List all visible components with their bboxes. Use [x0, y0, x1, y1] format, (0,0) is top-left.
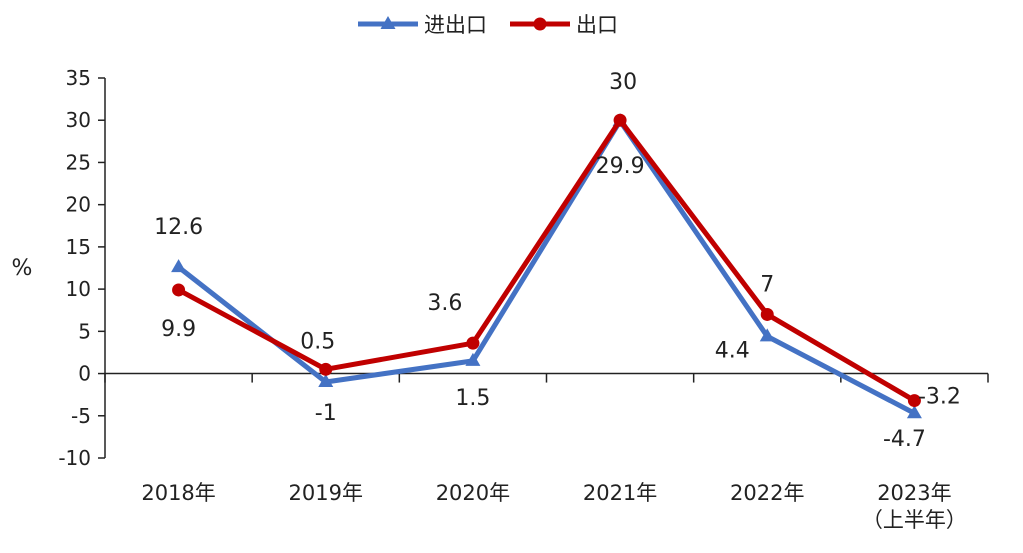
legend: 进出口 出口 [358, 13, 618, 37]
series-line-0 [177, 118, 916, 416]
data-label: 4.4 [715, 338, 750, 363]
legend-item-1: 出口 [510, 13, 618, 37]
data-label: 7 [760, 272, 774, 297]
y-axis-unit-label: % [12, 256, 33, 281]
series-line-1 [177, 117, 916, 403]
data-label: 9.9 [161, 317, 196, 342]
data-label: -1 [315, 401, 337, 426]
series-point-triangle [171, 259, 187, 273]
series-point-circle [319, 362, 333, 376]
data-label: 3.6 [427, 291, 462, 316]
legend-label: 出口 [576, 13, 618, 37]
data-label: -4.7 [883, 427, 926, 452]
y-tick-label: 25 [66, 150, 91, 174]
data-label: 29.9 [596, 154, 645, 179]
y-tick-label: 5 [78, 319, 91, 343]
series-layer [171, 113, 922, 419]
x-category-label: 2021年 [583, 481, 657, 505]
legend-item-0: 进出口 [358, 13, 487, 37]
x-category-label: 2022年 [730, 481, 804, 505]
data-label: 30 [609, 70, 637, 95]
y-tick-label: 15 [66, 235, 91, 259]
x-category-label: 2020年 [436, 481, 510, 505]
series-point-circle [172, 283, 186, 297]
y-tick-label: -5 [71, 404, 91, 428]
data-label: -3.2 [918, 385, 961, 410]
y-tick-label: 30 [66, 108, 91, 132]
legend-marker-circle [533, 17, 547, 31]
series-point-circle [466, 336, 480, 350]
legend-marker-triangle [380, 16, 396, 29]
y-tick-label: 35 [66, 66, 91, 90]
series-point-triangle [465, 352, 481, 366]
legend-label: 进出口 [424, 13, 487, 37]
y-tick-label: 0 [78, 362, 91, 386]
y-tick-label: 10 [66, 277, 91, 301]
x-category-label: 2018年 [141, 481, 215, 505]
y-tick-label: 20 [66, 193, 91, 217]
series-point-triangle [759, 328, 775, 342]
x-category-label: 2019年 [289, 481, 363, 505]
data-label: 1.5 [455, 386, 490, 411]
series-point-triangle [318, 374, 334, 387]
data-label: 0.5 [300, 329, 335, 354]
y-tick-label: -10 [58, 446, 91, 470]
series-point-circle [907, 394, 921, 408]
data-labels: 12.6 -1 1.5 29.9 4.4 -4.7 9.9 0.5 3.6 30 7 -3.2 [154, 70, 961, 452]
series-point-circle [613, 113, 627, 127]
series-point-circle [760, 307, 774, 321]
series-point-triangle [906, 405, 922, 419]
x-category-label: 2023年（上半年） [862, 481, 967, 532]
data-label: 12.6 [154, 215, 203, 240]
